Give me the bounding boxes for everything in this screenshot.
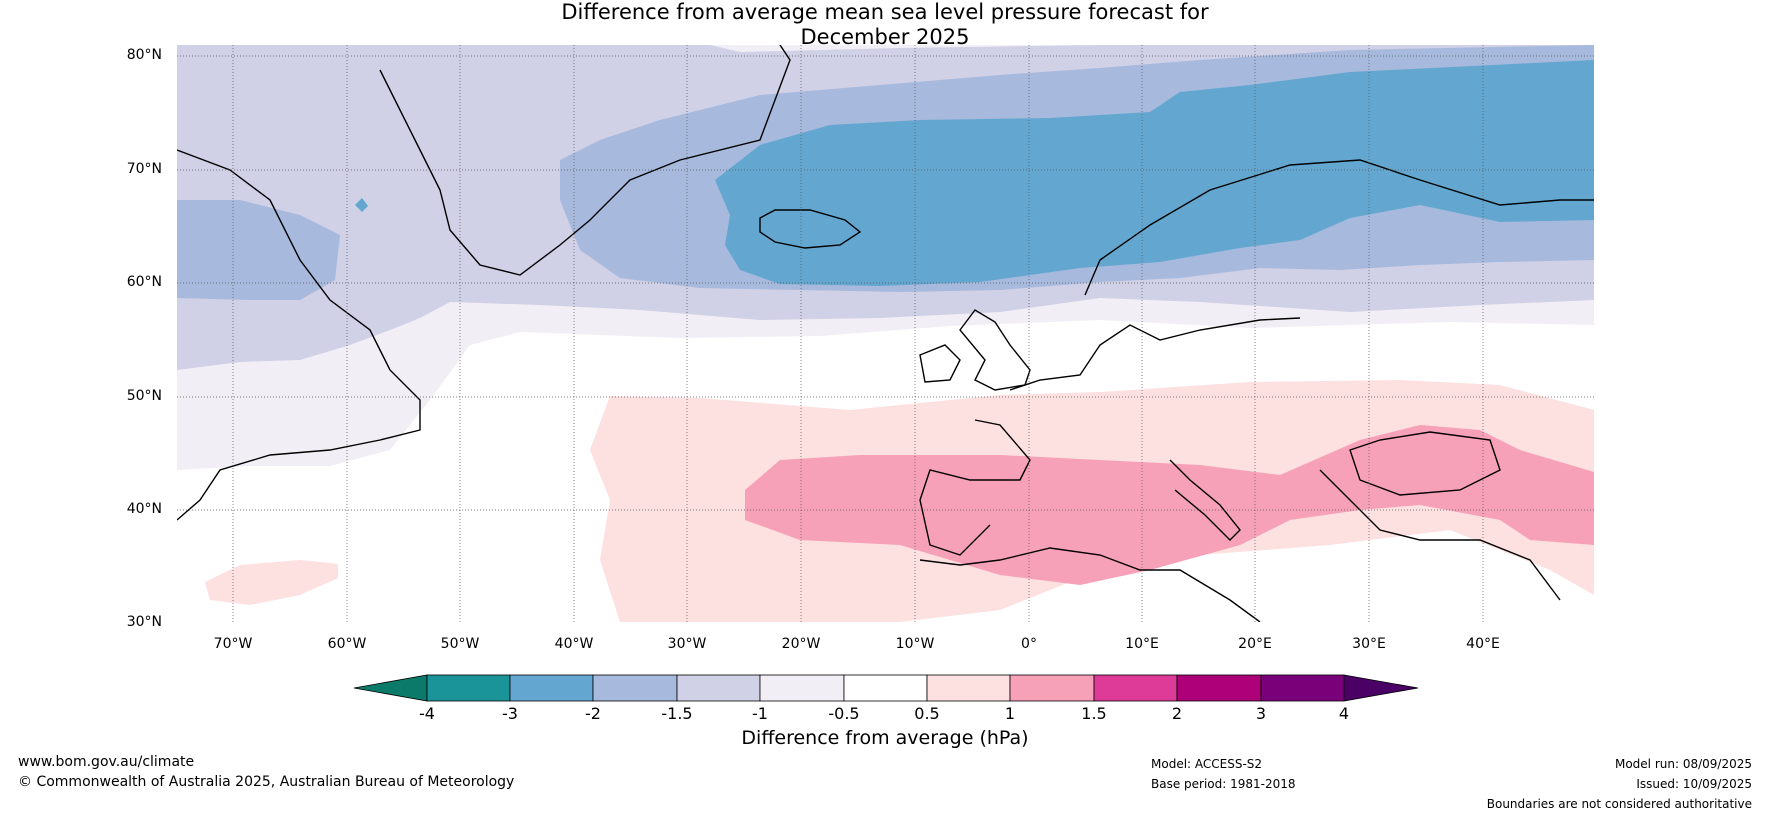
lat-label: 70°N — [126, 161, 162, 177]
lon-label: 40°W — [554, 636, 594, 652]
black-sea-coast — [1349, 431, 1501, 496]
colorbar — [353, 674, 1419, 702]
lon-label: 50°W — [440, 636, 480, 652]
footer-copyright: © Commonwealth of Australia 2025, Austra… — [18, 774, 515, 790]
lon-label: 10°W — [895, 636, 935, 652]
colorbar-tick-label: -1.5 — [661, 704, 693, 723]
colorbar-max-arrow — [1343, 674, 1419, 702]
gridlines — [177, 45, 1594, 622]
map-title: Difference from average mean sea level p… — [0, 0, 1770, 50]
colorbar-cell — [1093, 674, 1178, 702]
coastlines — [177, 45, 1594, 622]
lon-label: 70°W — [213, 636, 253, 652]
colorbar-cell — [1176, 674, 1262, 702]
lon-label: 30°W — [667, 636, 707, 652]
band-plus-1 — [745, 425, 1594, 585]
colorbar-cell — [1260, 674, 1345, 702]
colorbar-min-arrow — [353, 674, 428, 702]
lon-label: 60°W — [327, 636, 367, 652]
lat-label: 60°N — [126, 274, 162, 290]
colorbar-cell — [1009, 674, 1095, 702]
colorbar-tick-label: 1.5 — [1081, 704, 1107, 723]
colorbar-cell — [759, 674, 845, 702]
colorbar-tick-label: 0.5 — [914, 704, 940, 723]
footer-model-run: Model run: 08/09/2025 — [1614, 757, 1752, 771]
colorbar-tick-label: -2 — [585, 704, 601, 723]
labrador-coast — [177, 149, 421, 521]
lon-label: 0° — [1021, 636, 1037, 652]
lon-label: 20°W — [781, 636, 821, 652]
colorbar-cell — [676, 674, 761, 702]
colorbar-title: Difference from average (hPa) — [741, 727, 1029, 749]
italy-coast — [1169, 459, 1241, 541]
greenland-coast — [379, 45, 791, 276]
map-field — [177, 45, 1594, 622]
lat-label: 30°N — [126, 614, 162, 630]
colorbar-tick-label: -0.5 — [828, 704, 860, 723]
lon-label: 20°E — [1238, 636, 1272, 652]
lat-label: 80°N — [126, 47, 162, 63]
footer-issued: Issued: 10/09/2025 — [1636, 777, 1752, 791]
lat-label: 40°N — [126, 501, 162, 517]
britain-coast — [959, 309, 1031, 391]
band-minus-2 — [715, 60, 1594, 286]
africa-coast — [919, 547, 1261, 622]
colorbar-cell — [843, 674, 928, 702]
lon-label: 10°E — [1125, 636, 1159, 652]
colorbar-tick-label: 3 — [1255, 704, 1267, 723]
lat-label: 50°N — [126, 388, 162, 404]
colorbar-cell — [426, 674, 511, 702]
band-minus-1-5-west — [177, 200, 340, 300]
ireland-coast — [919, 344, 961, 383]
colorbar-cell — [592, 674, 678, 702]
lon-label: 30°E — [1352, 636, 1386, 652]
footer-base-period: Base period: 1981-2018 — [1151, 777, 1296, 791]
map-title-line1: Difference from average mean sea level p… — [561, 0, 1209, 24]
europe-coast — [1009, 317, 1301, 391]
iceland-coast — [759, 209, 862, 249]
footer-model: Model: ACCESS-S2 — [1151, 757, 1263, 771]
anatolia-coast — [1319, 469, 1561, 601]
lon-label: 40°E — [1466, 636, 1500, 652]
colorbar-cell — [509, 674, 594, 702]
iberia-coast — [919, 419, 1031, 556]
footer-disclaimer: Boundaries are not considered authoritat… — [1486, 797, 1752, 811]
band-plus-0-5-small — [205, 560, 338, 605]
colorbar-tick-label: 4 — [1338, 704, 1350, 723]
colorbar-cell — [926, 674, 1011, 702]
colorbar-tick-label: 2 — [1171, 704, 1183, 723]
colorbar-tick-label: 1 — [1004, 704, 1016, 723]
scandinavia-coast — [1084, 159, 1594, 296]
colorbar-tick-label: -4 — [419, 704, 435, 723]
colorbar-tick-label: -3 — [502, 704, 518, 723]
band-minus-2-small — [355, 198, 368, 212]
footer-url: www.bom.gov.au/climate — [18, 754, 195, 770]
colorbar-tick-label: -1 — [752, 704, 768, 723]
